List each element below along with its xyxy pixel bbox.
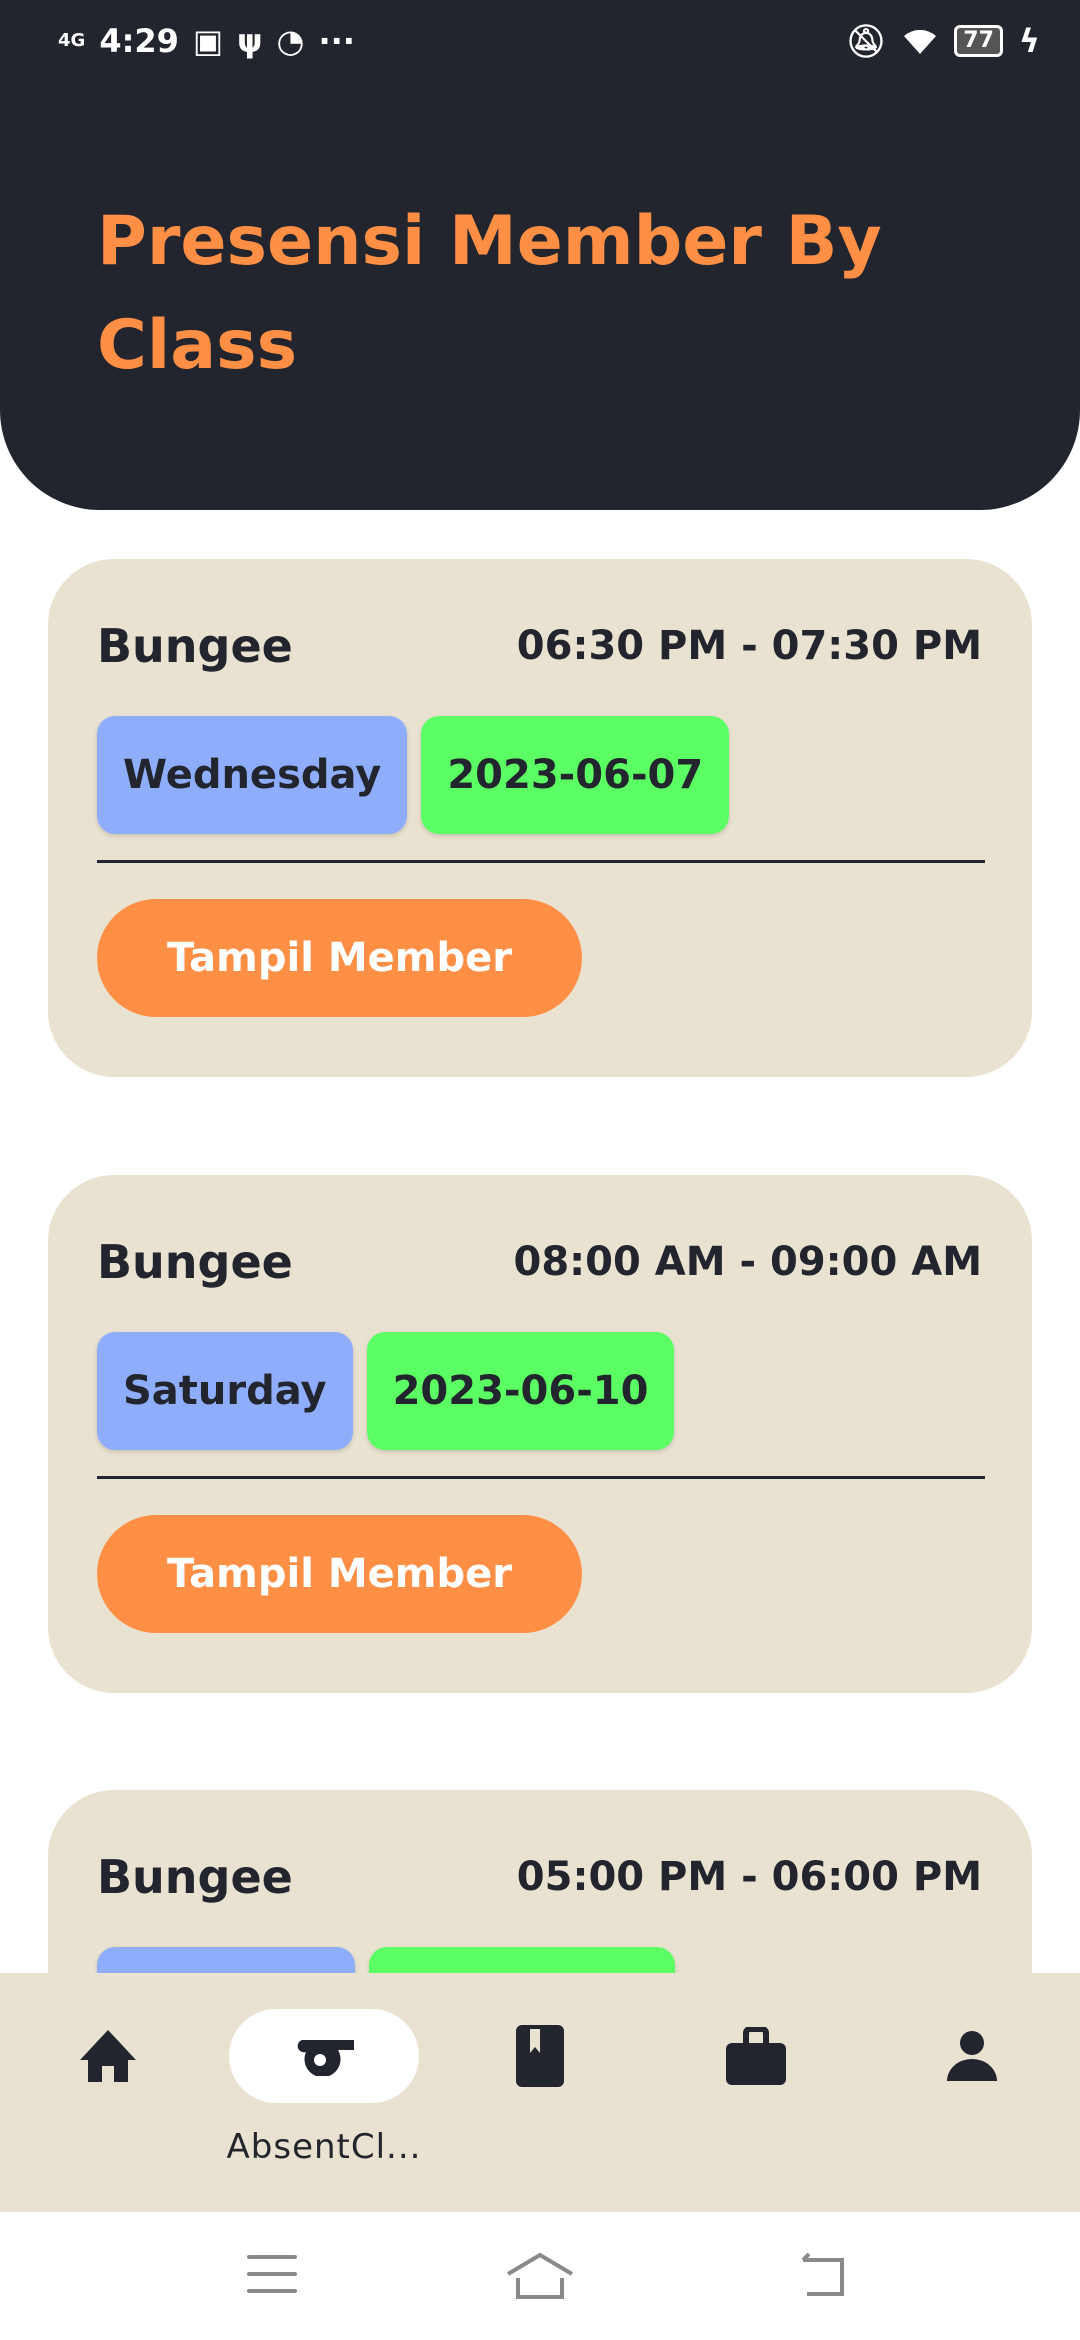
- briefcase-icon: [726, 2027, 786, 2085]
- wifi-icon: [904, 29, 937, 54]
- class-name: Bungee: [97, 1850, 293, 1904]
- nav-book[interactable]: [445, 1973, 635, 2212]
- system-nav-bar: [0, 2212, 1080, 2340]
- whistle-icon: [297, 2040, 354, 2076]
- signal-icon: 4G: [58, 30, 86, 51]
- speed-icon: ◔: [276, 22, 305, 60]
- home-icon: [80, 2030, 136, 2082]
- divider: [97, 1476, 985, 1479]
- class-time: 05:00 PM - 06:00 PM: [516, 1854, 982, 1900]
- day-chip: Wednesday: [97, 716, 408, 834]
- battery-icon: 77: [954, 25, 1003, 57]
- home-icon[interactable]: [505, 2252, 575, 2300]
- nav-briefcase[interactable]: [661, 1973, 851, 2212]
- status-bar: 4G 4:29 ▣ ψ ◔ ··· 🔕︎ 77 ϟ: [0, 0, 1080, 84]
- day-chip: Saturday: [97, 1332, 353, 1450]
- more-icon: ···: [318, 22, 355, 60]
- class-card: Bungee 08:00 AM - 09:00 AM Saturday 2023-…: [48, 1175, 1032, 1693]
- person-icon: [947, 2031, 997, 2081]
- back-icon[interactable]: [795, 2252, 847, 2300]
- class-card: Bungee 06:30 PM - 07:30 PM Wednesday 2023…: [48, 559, 1032, 1077]
- show-member-button[interactable]: Tampil Member: [97, 1515, 582, 1633]
- page-title: Presensi Member By Class: [97, 202, 882, 385]
- nav-home[interactable]: [13, 1973, 203, 2212]
- nav-profile[interactable]: [877, 1973, 1067, 2212]
- bell-off-icon: 🔕︎: [845, 22, 887, 60]
- class-time: 06:30 PM - 07:30 PM: [516, 623, 982, 669]
- usb-icon: ψ: [237, 22, 263, 60]
- class-name: Bungee: [97, 619, 293, 673]
- book-icon: [516, 2025, 564, 2087]
- show-member-button[interactable]: Tampil Member: [97, 899, 582, 1017]
- divider: [97, 860, 985, 863]
- class-time: 08:00 AM - 09:00 AM: [513, 1239, 982, 1285]
- class-name: Bungee: [97, 1235, 293, 1289]
- bottom-nav: AbsentCl...: [0, 1973, 1080, 2212]
- clock: 4:29: [99, 22, 179, 60]
- nav-absent-class[interactable]: AbsentCl...: [226, 1973, 422, 2212]
- date-chip: 2023-06-10: [366, 1332, 675, 1450]
- charging-icon: ϟ: [1018, 22, 1040, 60]
- nav-label: AbsentCl...: [226, 2127, 422, 2167]
- usb-settings-icon: ▣: [192, 22, 224, 60]
- date-chip: 2023-06-07: [421, 716, 730, 834]
- menu-icon[interactable]: [246, 2252, 298, 2296]
- header: 4G 4:29 ▣ ψ ◔ ··· 🔕︎ 77 ϟ Presensi Membe…: [0, 0, 1080, 510]
